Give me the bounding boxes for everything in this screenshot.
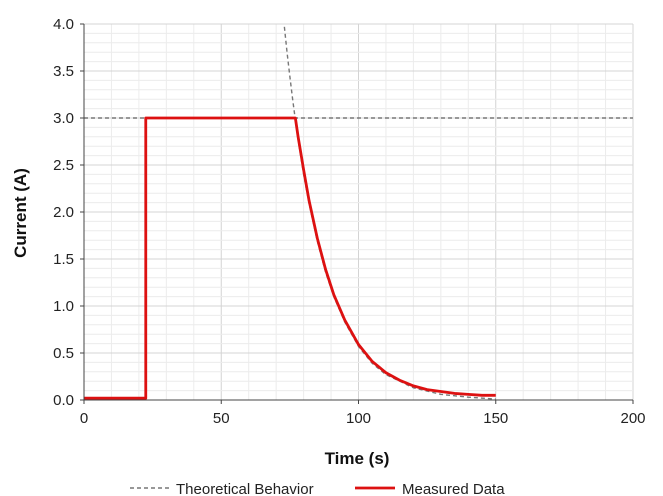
y-tick-label: 1.5 xyxy=(53,251,74,268)
legend: Theoretical Behavior Measured Data xyxy=(130,481,505,496)
x-tick-label: 200 xyxy=(620,410,645,427)
x-tick-label: 150 xyxy=(483,410,508,427)
y-tick-label: 2.0 xyxy=(53,204,74,221)
y-tick-label: 1.0 xyxy=(53,298,74,315)
legend-label: Theoretical Behavior xyxy=(176,481,314,496)
series-line-measured-data xyxy=(84,116,496,400)
y-tick-label: 0.5 xyxy=(53,345,74,362)
legend-item-measured-data: Measured Data xyxy=(355,481,505,496)
y-tick-label: 3.5 xyxy=(53,63,74,80)
grid xyxy=(83,23,634,401)
series-layer xyxy=(84,26,633,400)
series-line-theoretical-behavior xyxy=(283,26,496,400)
y-tick-label: 0.0 xyxy=(53,392,74,409)
series-measured-data xyxy=(84,116,496,400)
legend-label: Measured Data xyxy=(402,481,505,496)
axes xyxy=(80,23,634,404)
y-tick-label: 4.0 xyxy=(53,16,74,33)
x-tick-label: 100 xyxy=(346,410,371,427)
tick-labels: 0 50 100 150 200 0.0 0.5 1.0 1.5 2.0 2.5 3.0 3.5 4.0 xyxy=(53,16,645,427)
y-tick-label: 2.5 xyxy=(53,157,74,174)
y-tick-label: 3.0 xyxy=(53,110,74,127)
x-tick-label: 50 xyxy=(213,410,230,427)
x-tick-label: 0 xyxy=(80,410,88,427)
y-axis-title: Current (A) xyxy=(11,168,30,258)
legend-item-theoretical-behavior: Theoretical Behavior xyxy=(130,481,314,496)
x-axis-title: Time (s) xyxy=(325,449,390,468)
